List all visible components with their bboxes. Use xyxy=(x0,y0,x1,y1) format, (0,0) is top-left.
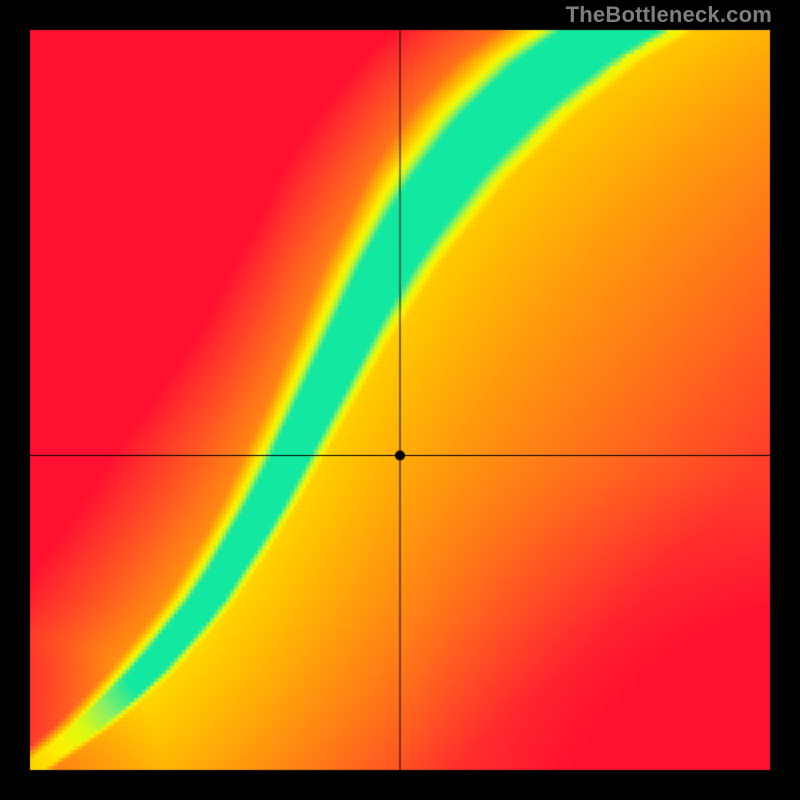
chart-stage: TheBottleneck.com xyxy=(0,0,800,800)
heatmap-canvas xyxy=(0,0,800,800)
watermark-text: TheBottleneck.com xyxy=(566,2,772,28)
heatmap-wrap xyxy=(0,0,800,800)
